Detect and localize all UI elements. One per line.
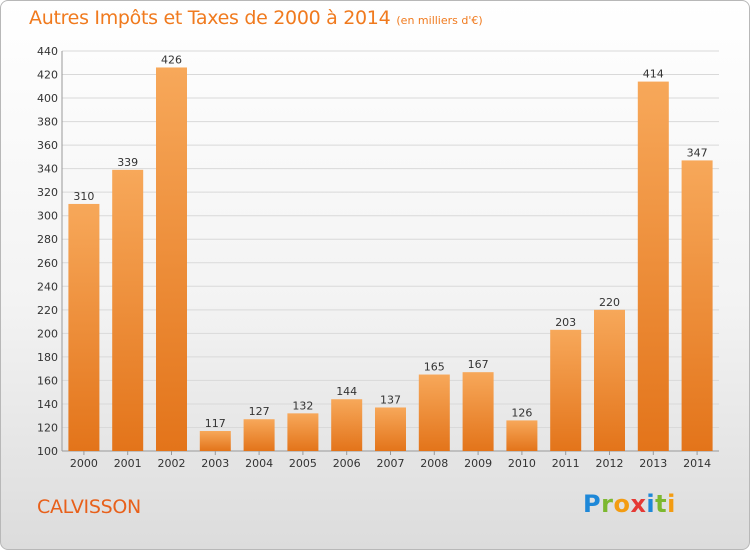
x-tick-label: 2013: [639, 457, 667, 470]
y-tick-label: 440: [37, 45, 58, 58]
y-tick-label: 240: [37, 280, 58, 293]
y-tick-label: 320: [37, 186, 58, 199]
chart-title-text: Autres Impôts et Taxes de 2000 à 2014: [29, 7, 391, 29]
y-tick-label: 280: [37, 233, 58, 246]
proxiti-logo: Proxiti: [583, 490, 676, 518]
y-tick-label: 300: [37, 210, 58, 223]
logo-letter: t: [655, 490, 668, 518]
bar: [375, 407, 406, 451]
data-label: 310: [73, 190, 94, 203]
logo-letter: x: [630, 490, 647, 518]
data-label: 165: [424, 361, 445, 374]
y-tick-label: 160: [37, 374, 58, 387]
x-tick-label: 2011: [552, 457, 580, 470]
data-label: 144: [336, 385, 357, 398]
logo-letter: i: [667, 490, 676, 518]
data-label: 203: [555, 316, 576, 329]
logo-letter: i: [646, 490, 656, 518]
bar: [68, 203, 100, 451]
y-tick-label: 380: [37, 116, 58, 129]
bar: [331, 399, 363, 451]
x-tick-label: 2004: [245, 457, 273, 470]
y-tick-label: 120: [37, 421, 58, 434]
y-tick-label: 400: [37, 92, 58, 105]
y-tick-label: 200: [37, 327, 58, 340]
x-tick-label: 2005: [289, 457, 317, 470]
y-tick-label: 340: [37, 163, 58, 176]
bar: [287, 413, 319, 451]
data-label: 132: [292, 399, 313, 412]
y-tick-label: 360: [37, 139, 58, 152]
logo-letter: o: [613, 490, 631, 518]
x-tick-label: 2007: [377, 457, 405, 470]
y-tick-label: 140: [37, 398, 58, 411]
data-label: 414: [643, 68, 664, 81]
bar: [199, 431, 231, 451]
bar: [681, 160, 713, 452]
x-tick-label: 2012: [596, 457, 624, 470]
y-tick-label: 180: [37, 351, 58, 364]
bar: [156, 67, 187, 452]
bar: [243, 419, 275, 451]
commune-name: CALVISSON: [37, 496, 141, 518]
bars: [68, 67, 713, 452]
y-tick-label: 260: [37, 257, 58, 270]
data-label: 426: [161, 53, 182, 66]
x-tick-label: 2002: [158, 457, 186, 470]
bar: [550, 329, 582, 451]
logo-letter: P: [583, 490, 602, 518]
bar: [637, 81, 669, 452]
y-tick-label: 220: [37, 304, 58, 317]
chart-unit-label: (en milliers d'€): [396, 14, 483, 27]
data-labels: 310 339 426 117 127 132 144 137 165 167 126 203 220 4…: [73, 53, 707, 430]
x-tick-label: 2003: [201, 457, 229, 470]
bar: [506, 420, 538, 451]
bar: [462, 372, 494, 451]
bar: [594, 309, 625, 451]
x-tick-label: 2000: [70, 457, 98, 470]
data-label: 220: [599, 296, 620, 309]
data-label: 126: [511, 406, 532, 419]
x-tick-label: 2014: [683, 457, 711, 470]
x-tick-label: 2006: [333, 457, 361, 470]
y-tick-labels: 100 120 140 160 180 200 220 240 260 280 300 320 340 3…: [37, 45, 58, 458]
y-tick-label: 420: [37, 69, 58, 82]
data-label: 167: [468, 358, 489, 371]
data-label: 347: [687, 146, 708, 159]
x-tick-labels: 2000 2001 2002 2003 2004 2005 2006 2007 2008 2009…: [70, 457, 711, 470]
data-label: 137: [380, 393, 401, 406]
logo-letter: r: [601, 490, 614, 518]
data-label: 117: [205, 417, 226, 430]
x-tick-label: 2009: [464, 457, 492, 470]
data-label: 127: [249, 405, 270, 418]
y-tick-label: 100: [37, 445, 58, 458]
bar: [112, 169, 144, 451]
x-tick-label: 2001: [114, 457, 142, 470]
chart-title: Autres Impôts et Taxes de 2000 à 2014 (en…: [29, 7, 483, 29]
bar: [418, 374, 450, 451]
x-tick-label: 2008: [420, 457, 448, 470]
x-tick-label: 2010: [508, 457, 536, 470]
data-label: 339: [117, 156, 138, 169]
